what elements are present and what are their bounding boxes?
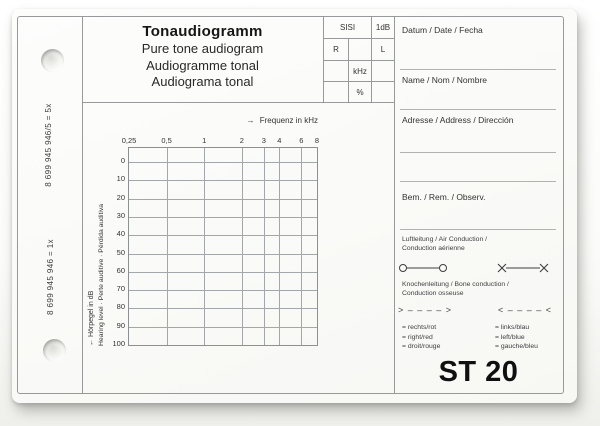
bone-conduction-label-line1: Knochenleitung / Bone conduction /	[402, 281, 509, 288]
title-french: Audiogramme tonal	[146, 57, 259, 73]
writing-line	[400, 69, 556, 70]
left-strip-divider	[82, 16, 83, 393]
sisi-left-ear-cell: L	[372, 39, 394, 61]
grid-line-vertical	[301, 148, 303, 345]
order-code-bottom: 8 699 945 946 = 1x	[46, 239, 55, 315]
y-tick-label: 80	[116, 302, 125, 312]
address-field-label: Adresse / Address / Dirección	[402, 115, 514, 125]
grid-line-horizontal	[129, 216, 317, 218]
grid-line-vertical	[279, 148, 281, 345]
grid-line-vertical	[204, 148, 206, 345]
y-tick-label: 100	[112, 339, 125, 348]
card-border-frame	[17, 16, 564, 394]
legend-line: = links/blau	[495, 324, 530, 331]
legend-line: = gauche/bleu	[495, 343, 538, 351]
x-axis-title: → Frequenz in kHz	[178, 116, 318, 125]
air-conduction-label-line2: Conduction aérienne	[402, 245, 465, 252]
grid-line-horizontal	[129, 290, 317, 292]
writing-line	[400, 152, 556, 153]
sisi-empty-cell	[372, 82, 394, 102]
x-tick-labels: 0,25 0,5 1 2 3 4 6 8	[122, 136, 319, 147]
writing-line	[400, 229, 556, 230]
title-german: Tonaudiogramm	[142, 23, 263, 40]
grid-line-horizontal	[129, 162, 317, 163]
sisi-empty-cell	[324, 61, 349, 82]
legend-right-ear: = rechts/rot = right/red = droit/rouge	[402, 323, 440, 352]
y-tick-label: 70	[116, 284, 125, 294]
y-tick-labels: 0 10 20 30 40 50 60 70 80 90 100	[104, 147, 125, 348]
x-tick-label: 1	[202, 136, 207, 145]
grid-line-vertical	[241, 148, 243, 345]
audiogram-form-card: 8 699 945 946/5 = 5x 8 699 945 946 = 1x …	[12, 9, 577, 403]
x-tick-label: 2	[239, 136, 244, 145]
sisi-percent-cell: %	[349, 82, 372, 102]
audiogram-grid	[128, 147, 318, 346]
y-axis-title-german: ← Hörpegel in dB	[88, 290, 95, 346]
right-panel-divider	[394, 16, 395, 393]
right-arrow-icon: →	[246, 116, 255, 125]
sisi-empty-cell	[372, 61, 394, 82]
punch-hole-bottom	[43, 339, 66, 362]
air-conduction-label-line1: Luftleitung / Air Conduction /	[402, 236, 488, 243]
sisi-1db-cell: 1dB	[372, 17, 394, 39]
y-axis-title: ← Hörpegel in dB Hearing level · Perte a…	[86, 146, 108, 346]
legend-line: = rechts/rot	[402, 324, 437, 331]
grid-line-horizontal	[129, 271, 317, 273]
form-code: ST 20	[438, 356, 519, 388]
header-bottom-rule	[82, 102, 395, 103]
order-code-top: 8 699 945 946/5 = 5x	[44, 103, 53, 187]
x-tick-label: 0,25	[121, 136, 137, 145]
grid-line-horizontal	[129, 326, 317, 328]
grid-line-horizontal	[129, 308, 317, 310]
legend-left-ear: = links/blau = left/blue = gauche/bleu	[495, 323, 538, 352]
grid-line-horizontal	[129, 235, 317, 237]
grid-line-vertical	[263, 148, 265, 345]
title-english: Pure tone audiogram	[141, 41, 264, 56]
x-tick-label: 8	[314, 136, 320, 145]
date-field-label: Datum / Date / Fecha	[402, 25, 483, 35]
y-tick-label: 40	[116, 229, 125, 239]
title-block: Tonaudiogramm Pure tone audiogram Audiog…	[82, 23, 323, 91]
legend-line: = right/red	[402, 333, 433, 341]
grid-line-horizontal	[129, 253, 317, 255]
grid-line-vertical	[166, 148, 168, 345]
sisi-test-table: SISI 1dB R L kHz %	[323, 16, 395, 103]
bone-conduction-left-symbol: < – – – – <	[498, 305, 553, 315]
patient-data-panel: Datum / Date / Fecha Name / Nom / Nombre…	[394, 16, 563, 392]
bone-conduction-label-line2: Conduction osseuse	[402, 290, 464, 297]
y-tick-label: 90	[116, 320, 125, 330]
sisi-right-ear-cell: R	[324, 39, 349, 61]
x-tick-label: 0,5	[161, 136, 172, 145]
bone-conduction-right-symbol: > – – – – >	[398, 305, 453, 315]
title-spanish: Audiograma tonal	[151, 74, 254, 89]
legend-line: = left/blue	[495, 333, 525, 341]
y-axis-title-translations: Hearing level · Perte auditive · Pérdida…	[98, 203, 105, 346]
legend-line: = droit/rouge	[402, 343, 441, 351]
air-conduction-left-symbol	[496, 261, 550, 273]
y-tick-label: 60	[116, 265, 125, 275]
air-conduction-right-symbol	[398, 261, 448, 273]
y-tick-label: 50	[116, 247, 125, 257]
name-field-label: Name / Nom / Nombre	[402, 75, 488, 85]
y-tick-label: 30	[116, 210, 125, 220]
grid-line-horizontal	[129, 180, 317, 182]
sisi-khz-cell: kHz	[349, 61, 372, 82]
y-tick-label: 20	[116, 192, 125, 202]
x-tick-label: 3	[261, 136, 266, 145]
x-axis-title-text: Frequenz in kHz	[259, 116, 318, 125]
sisi-header-cell: SISI	[324, 17, 372, 39]
sisi-empty-cell	[349, 39, 372, 61]
y-tick-label: 10	[116, 174, 125, 184]
y-tick-label: 0	[120, 156, 125, 165]
punch-hole-top	[41, 49, 64, 72]
x-tick-label: 6	[299, 136, 304, 145]
writing-line	[400, 181, 556, 182]
writing-line	[400, 109, 556, 110]
remarks-field-label: Bem. / Rem. / Observ.	[402, 192, 486, 202]
x-tick-label: 4	[277, 136, 282, 145]
sisi-empty-cell	[324, 82, 349, 102]
grid-line-horizontal	[129, 198, 317, 200]
